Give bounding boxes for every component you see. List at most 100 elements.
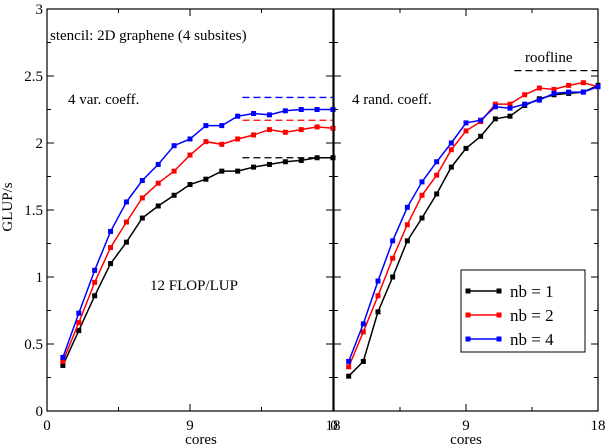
panel-right: 0 9 18 cores 4 rand. coeff. roofline nb = …	[330, 8, 606, 447]
data-point	[171, 143, 177, 149]
data-point	[434, 191, 440, 197]
data-point	[566, 82, 572, 88]
data-point	[171, 168, 177, 174]
data-point	[478, 133, 484, 139]
data-point	[155, 203, 161, 209]
legend-entry-label: nb = 1	[510, 282, 554, 301]
data-point	[419, 179, 425, 185]
data-point	[108, 245, 114, 251]
legend-swatch-marker	[465, 312, 471, 318]
data-point	[76, 310, 82, 316]
x-axis-left: 0 9 18	[43, 9, 341, 434]
data-point	[203, 176, 209, 182]
data-point	[76, 320, 82, 326]
data-point	[448, 164, 454, 170]
reference-lines-left	[242, 96, 333, 159]
data-point	[507, 105, 513, 111]
series-line	[62, 156, 333, 366]
data-point	[171, 192, 177, 198]
x-tick-label: 18	[326, 418, 341, 434]
data-point	[551, 86, 557, 92]
data-point	[330, 107, 336, 112]
data-point	[282, 108, 288, 114]
data-point	[60, 358, 66, 364]
legend-swatch-marker	[465, 288, 471, 294]
data-point	[390, 274, 396, 280]
x-axis-label-right: cores	[450, 432, 482, 447]
data-point	[492, 101, 498, 107]
data-point	[235, 136, 241, 142]
data-point	[580, 80, 586, 86]
series-group-left	[60, 107, 336, 368]
data-point	[203, 123, 209, 129]
data-point	[266, 112, 272, 118]
data-point	[419, 215, 425, 221]
series-line	[62, 108, 333, 358]
data-point	[507, 101, 513, 107]
data-point	[566, 89, 572, 95]
data-point	[404, 238, 410, 244]
legend-swatch-marker	[496, 288, 502, 294]
data-point	[298, 157, 304, 163]
data-point	[522, 101, 528, 107]
data-point	[492, 116, 498, 122]
data-point	[390, 255, 396, 261]
data-point	[60, 362, 66, 368]
data-point	[155, 180, 161, 186]
annotation-stencil: stencil: 2D graphene (4 subsites)	[50, 28, 247, 44]
data-point	[266, 161, 272, 167]
data-point	[139, 178, 145, 184]
annotation-rand-coeff: 4 rand. coeff.	[352, 92, 432, 108]
data-point	[434, 172, 440, 178]
series-line	[62, 126, 334, 362]
y-tick-label: 0	[36, 404, 44, 420]
legend-swatch-marker	[496, 312, 502, 318]
data-point	[219, 168, 225, 174]
data-point	[155, 161, 161, 167]
data-point	[551, 90, 557, 96]
data-point	[219, 141, 225, 147]
data-point	[282, 159, 288, 165]
data-point	[123, 219, 129, 225]
data-point	[330, 125, 336, 131]
data-point	[251, 132, 257, 138]
data-point	[298, 127, 304, 133]
data-point	[346, 364, 352, 370]
data-point	[219, 123, 225, 129]
x-tick-label: 0	[43, 418, 51, 434]
data-point	[203, 139, 209, 145]
data-point	[251, 164, 257, 170]
y-tick-label: 0.5	[24, 337, 43, 353]
data-point	[463, 120, 469, 126]
data-point	[314, 155, 320, 161]
y-axis-right	[334, 8, 598, 412]
data-point	[235, 113, 241, 119]
x-tick-label: 0	[330, 418, 338, 434]
data-point	[404, 204, 410, 210]
annotation-var-coeff: 4 var. coeff.	[68, 92, 139, 108]
data-point	[419, 192, 425, 198]
data-point	[187, 136, 193, 142]
data-point	[60, 354, 66, 360]
data-point	[314, 124, 320, 130]
annotation-roofline: roofline	[525, 50, 573, 66]
data-point	[360, 321, 366, 327]
x-tick-label: 9	[186, 418, 194, 434]
data-point	[187, 152, 193, 158]
data-point	[92, 267, 98, 273]
y-tick-label: 1.5	[24, 203, 43, 219]
legend-entry-label: nb = 2	[510, 306, 554, 325]
data-point	[360, 358, 366, 364]
data-point	[266, 127, 272, 133]
data-point	[448, 140, 454, 146]
data-point	[123, 199, 129, 205]
data-point	[282, 129, 288, 135]
data-point	[139, 195, 145, 201]
data-point	[434, 159, 440, 165]
data-point	[346, 373, 352, 379]
x-axis-right: 0 9 18	[330, 9, 606, 434]
data-point	[463, 128, 469, 134]
data-point	[580, 89, 586, 95]
data-point	[139, 215, 145, 221]
